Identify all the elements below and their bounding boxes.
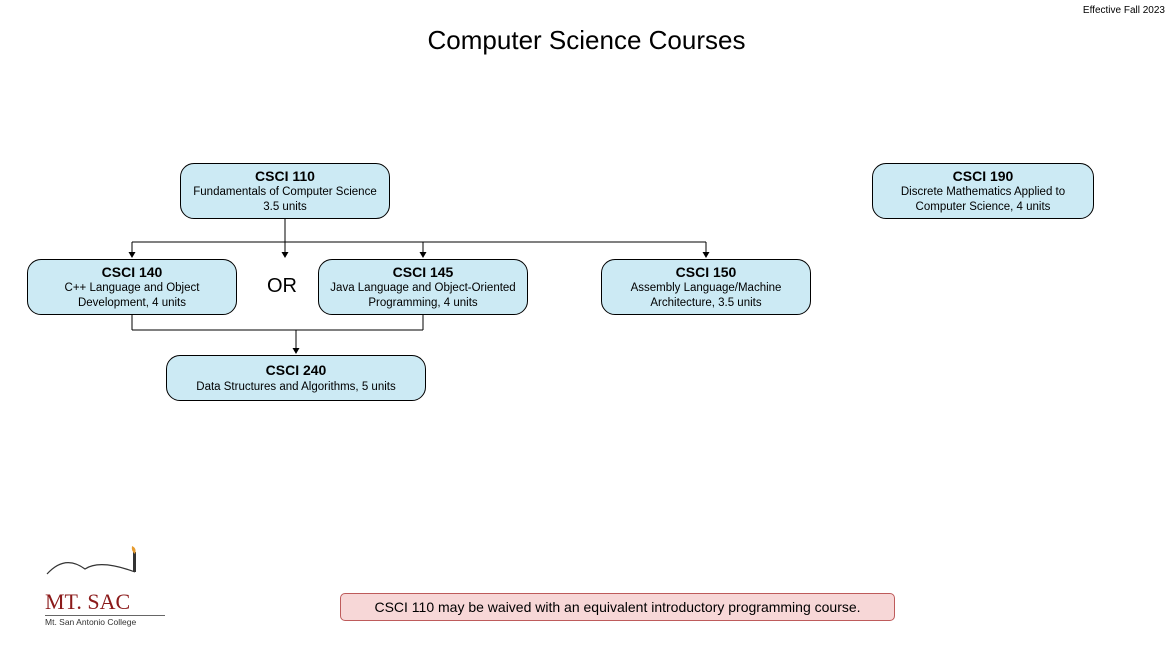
course-code: CSCI 240 bbox=[266, 362, 327, 380]
node-csci190: CSCI 190 Discrete Mathematics Applied to… bbox=[872, 163, 1094, 219]
node-csci145: CSCI 145 Java Language and Object-Orient… bbox=[318, 259, 528, 315]
course-desc: Assembly Language/Machine Architecture, … bbox=[608, 281, 804, 310]
logo-main-text: MT. SAC bbox=[45, 589, 165, 615]
course-desc: C++ Language and Object Development, 4 u… bbox=[34, 281, 230, 310]
college-logo: MT. SAC Mt. San Antonio College bbox=[45, 544, 165, 627]
node-csci240: CSCI 240 Data Structures and Algorithms,… bbox=[166, 355, 426, 401]
node-csci140: CSCI 140 C++ Language and Object Develop… bbox=[27, 259, 237, 315]
node-csci150: CSCI 150 Assembly Language/Machine Archi… bbox=[601, 259, 811, 315]
course-desc: Discrete Mathematics Applied to Computer… bbox=[879, 185, 1087, 214]
course-code: CSCI 140 bbox=[102, 264, 163, 282]
connector-lines bbox=[0, 0, 1173, 645]
effective-label: Effective Fall 2023 bbox=[1083, 5, 1165, 16]
course-code: CSCI 190 bbox=[953, 168, 1014, 186]
course-code: CSCI 145 bbox=[393, 264, 454, 282]
page-title: Computer Science Courses bbox=[0, 25, 1173, 56]
node-csci110: CSCI 110 Fundamentals of Computer Scienc… bbox=[180, 163, 390, 219]
course-code: CSCI 110 bbox=[255, 168, 315, 186]
course-desc: Fundamentals of Computer Science bbox=[193, 185, 376, 199]
course-desc: Java Language and Object-Oriented Progra… bbox=[325, 281, 521, 310]
course-desc: Data Structures and Algorithms, 5 units bbox=[196, 380, 395, 394]
course-units: 3.5 units bbox=[263, 200, 306, 214]
waiver-note-text: CSCI 110 may be waived with an equivalen… bbox=[374, 599, 860, 615]
logo-graphic bbox=[45, 544, 165, 584]
logo-sub-text: Mt. San Antonio College bbox=[45, 615, 165, 627]
waiver-note: CSCI 110 may be waived with an equivalen… bbox=[340, 593, 895, 621]
course-code: CSCI 150 bbox=[676, 264, 737, 282]
or-label: OR bbox=[267, 275, 297, 298]
